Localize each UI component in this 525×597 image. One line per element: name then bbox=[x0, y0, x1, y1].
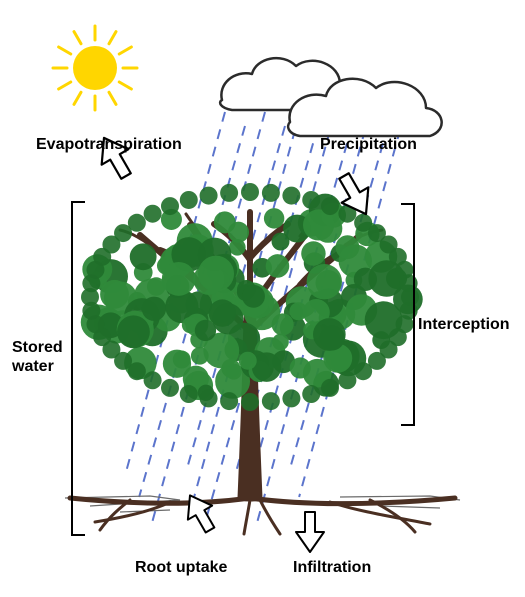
tree-roots bbox=[70, 498, 455, 534]
clouds-icon bbox=[220, 58, 442, 136]
diagram-svg bbox=[0, 0, 525, 597]
label-evapotranspiration: Evapotranspiration bbox=[36, 135, 182, 154]
label-stored-water: Stored water bbox=[12, 338, 63, 376]
label-precipitation: Precipitation bbox=[320, 135, 417, 154]
label-interception: Interception bbox=[418, 315, 510, 334]
label-infiltration: Infiltration bbox=[293, 558, 371, 577]
arrow-root-uptake bbox=[178, 488, 222, 537]
sun-icon bbox=[53, 26, 137, 110]
arrow-infiltration bbox=[296, 512, 324, 552]
diagram-stage: Evapotranspiration Precipitation Interce… bbox=[0, 0, 525, 597]
bracket-stored-water bbox=[72, 202, 84, 535]
label-root-uptake: Root uptake bbox=[135, 558, 227, 577]
